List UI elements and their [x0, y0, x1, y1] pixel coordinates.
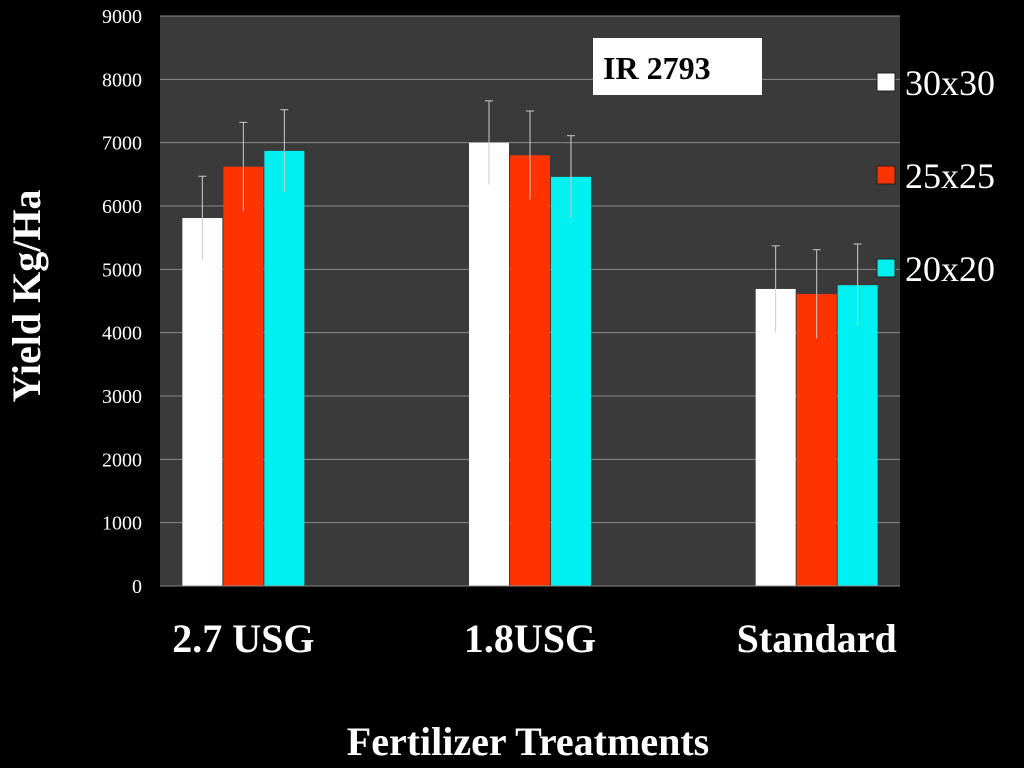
legend-label: 20x20	[905, 249, 995, 289]
y-tick-label: 4000	[102, 323, 142, 345]
legend-swatch-30x30	[876, 72, 896, 92]
bar-20x20-1	[551, 176, 591, 586]
category-labels: 2.7 USG 1.8USG Standard	[172, 616, 896, 661]
y-tick-label: 2000	[102, 449, 142, 471]
x-axis-title: Fertilizer Treatments	[347, 719, 709, 764]
y-tick-label: 7000	[102, 133, 142, 155]
category-label: 2.7 USG	[172, 616, 314, 661]
legend: 30x30 25x25 20x20	[876, 63, 995, 289]
y-axis-title: Yield Kg/Ha	[4, 190, 49, 403]
annotation-box: IR 2793	[593, 38, 762, 95]
legend-label: 30x30	[905, 63, 995, 103]
bar-30x30-1	[469, 142, 509, 586]
legend-swatch-25x25	[876, 165, 896, 185]
y-tick-label: 1000	[102, 513, 142, 535]
bar-20x20-0	[264, 150, 305, 586]
bar-20x20-2	[837, 285, 878, 586]
y-tick-label: 6000	[102, 196, 142, 218]
y-tick-label: 3000	[102, 386, 142, 408]
bar-25x25-0	[223, 166, 264, 586]
y-tick-label: 9000	[102, 6, 142, 28]
bar-25x25-2	[796, 294, 837, 586]
legend-label: 25x25	[905, 156, 995, 196]
y-tick-label: 8000	[102, 69, 142, 91]
bar-30x30-2	[755, 288, 796, 586]
category-label: Standard	[737, 616, 897, 661]
bar-25x25-1	[510, 155, 550, 587]
y-tick-label: 5000	[102, 259, 142, 281]
error-bars	[198, 100, 862, 339]
bars	[182, 142, 878, 587]
category-label: 1.8USG	[464, 616, 596, 661]
y-tick-label: 0	[132, 576, 142, 598]
y-tick-labels: 0 1000 2000 3000 4000 5000 6000 7000 8000 9000	[102, 6, 142, 598]
legend-swatch-20x20	[876, 258, 896, 278]
annotation-text: IR 2793	[603, 50, 711, 86]
bar-30x30-0	[182, 218, 223, 587]
